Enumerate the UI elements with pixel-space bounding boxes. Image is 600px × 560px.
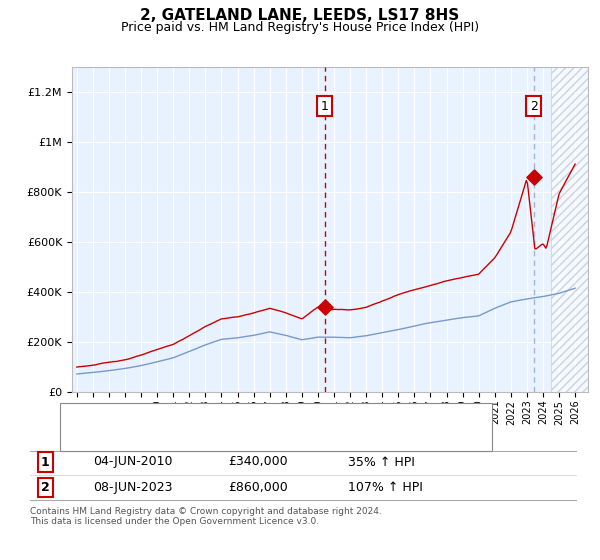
Text: 2: 2: [41, 480, 49, 494]
Text: HPI: Average price, detached house, Leeds: HPI: Average price, detached house, Leed…: [96, 433, 335, 444]
Text: Price paid vs. HM Land Registry's House Price Index (HPI): Price paid vs. HM Land Registry's House …: [121, 21, 479, 34]
Text: £860,000: £860,000: [228, 480, 288, 494]
Text: £340,000: £340,000: [228, 455, 287, 469]
Text: 2, GATELAND LANE, LEEDS, LS17 8HS (detached house): 2, GATELAND LANE, LEEDS, LS17 8HS (detac…: [96, 411, 409, 421]
Bar: [325, 67, 551, 392]
Text: 35% ↑ HPI: 35% ↑ HPI: [348, 455, 415, 469]
Text: 08-JUN-2023: 08-JUN-2023: [93, 480, 173, 494]
Text: 107% ↑ HPI: 107% ↑ HPI: [348, 480, 423, 494]
Text: 2, GATELAND LANE, LEEDS, LS17 8HS: 2, GATELAND LANE, LEEDS, LS17 8HS: [140, 8, 460, 24]
Text: 2: 2: [530, 100, 538, 113]
Point: [529, 172, 538, 181]
Point: [320, 302, 329, 311]
Text: Contains HM Land Registry data © Crown copyright and database right 2024.
This d: Contains HM Land Registry data © Crown c…: [30, 507, 382, 526]
Text: 1: 1: [321, 100, 329, 113]
Text: 1: 1: [41, 455, 49, 469]
Text: 04-JUN-2010: 04-JUN-2010: [93, 455, 173, 469]
